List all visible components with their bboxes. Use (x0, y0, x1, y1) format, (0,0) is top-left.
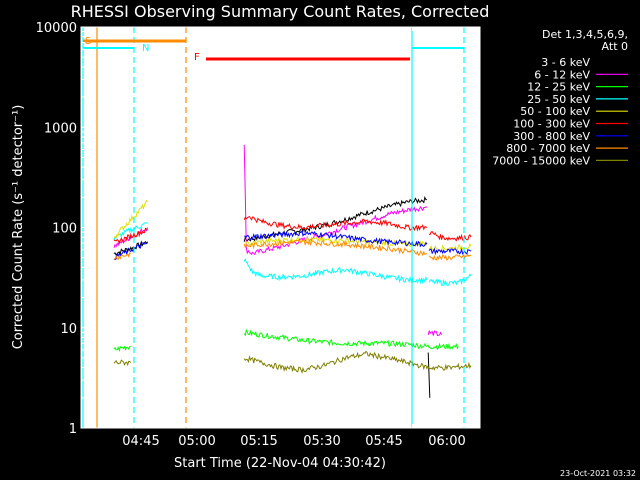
legend-entry-label-4: 50 - 100 keV (520, 105, 590, 118)
legend-entry-label-3: 25 - 50 keV (527, 93, 590, 106)
series-7-segment-1 (243, 239, 428, 257)
x-tick-label-5: 06:00 (428, 434, 465, 449)
series-7-segment-2 (428, 252, 472, 261)
legend-entry-label-6: 300 - 800 keV (513, 130, 590, 143)
legend-entry-label-8: 7000 - 15000 keV (492, 154, 590, 167)
series-4-segment-0 (113, 199, 148, 238)
flag-label-f: F (194, 52, 200, 63)
legend-header-1: Att 0 (602, 40, 628, 53)
axes: 1 10 100 1000 10000 04:45 05:00 05:15 05:30 05:45… (36, 21, 481, 449)
series-3-segment-0 (113, 222, 148, 241)
series-8-segment-1 (243, 350, 472, 375)
series-2-segment-0 (113, 345, 131, 353)
x-axis-label: Start Time (22-Nov-04 04:30:42) (174, 456, 386, 471)
series-3-segment-1 (243, 257, 428, 285)
y-tick-label-2: 100 (52, 222, 77, 237)
flag-label-n: N (142, 43, 149, 54)
y-tick-label-1: 10 (60, 322, 77, 337)
chart-title: RHESSI Observing Summary Count Rates, Co… (71, 2, 490, 21)
instrument-markers: S N F (82, 27, 465, 428)
series-2-segment-1 (243, 328, 459, 351)
y-tick-label-4: 10000 (36, 21, 77, 36)
legend-entry-label-7: 800 - 7000 keV (506, 142, 590, 155)
legend-entry-label-2: 12 - 25 keV (527, 81, 590, 94)
x-tick-label-0: 04:45 (122, 434, 159, 449)
legend-entry-label-0: 3 - 6 keV (541, 56, 590, 69)
x-tick-label-1: 05:00 (178, 434, 215, 449)
series-6-segment-1 (243, 229, 428, 248)
series-5-segment-0 (113, 227, 148, 245)
series-6-segment-0 (113, 242, 148, 261)
legend-entry-label-1: 6 - 12 keV (534, 68, 590, 81)
y-tick-label-3: 1000 (44, 121, 77, 136)
y-tick-label-0: 1 (69, 422, 77, 437)
x-tick-label-2: 05:15 (240, 434, 277, 449)
legend-header-0: Det 1,3,4,5,6,9, (542, 28, 628, 41)
series-0-segment-2 (427, 352, 431, 398)
series-1-segment-2 (427, 329, 443, 337)
generated-timestamp: 23-Oct-2021 03:32 (560, 469, 636, 478)
y-axis-label: Corrected Count Rate (s⁻¹ detector⁻¹) (11, 105, 26, 350)
series-7-segment-0 (114, 252, 132, 261)
x-tick-label-4: 05:45 (365, 434, 402, 449)
series-8-segment-0 (113, 359, 132, 367)
flag-label-s: S (85, 36, 91, 47)
legend-entry-label-5: 100 - 300 keV (513, 118, 590, 131)
x-tick-label-3: 05:30 (303, 434, 340, 449)
series-5-segment-1 (243, 215, 428, 232)
